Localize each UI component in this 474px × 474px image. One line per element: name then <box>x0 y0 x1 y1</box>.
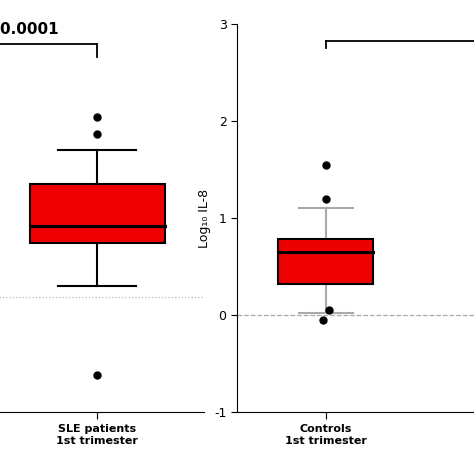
Text: < 0.0001: < 0.0001 <box>0 22 58 37</box>
Bar <box>279 239 374 284</box>
Y-axis label: Log₁₀ IL-8: Log₁₀ IL-8 <box>199 189 211 247</box>
Bar <box>29 184 164 243</box>
